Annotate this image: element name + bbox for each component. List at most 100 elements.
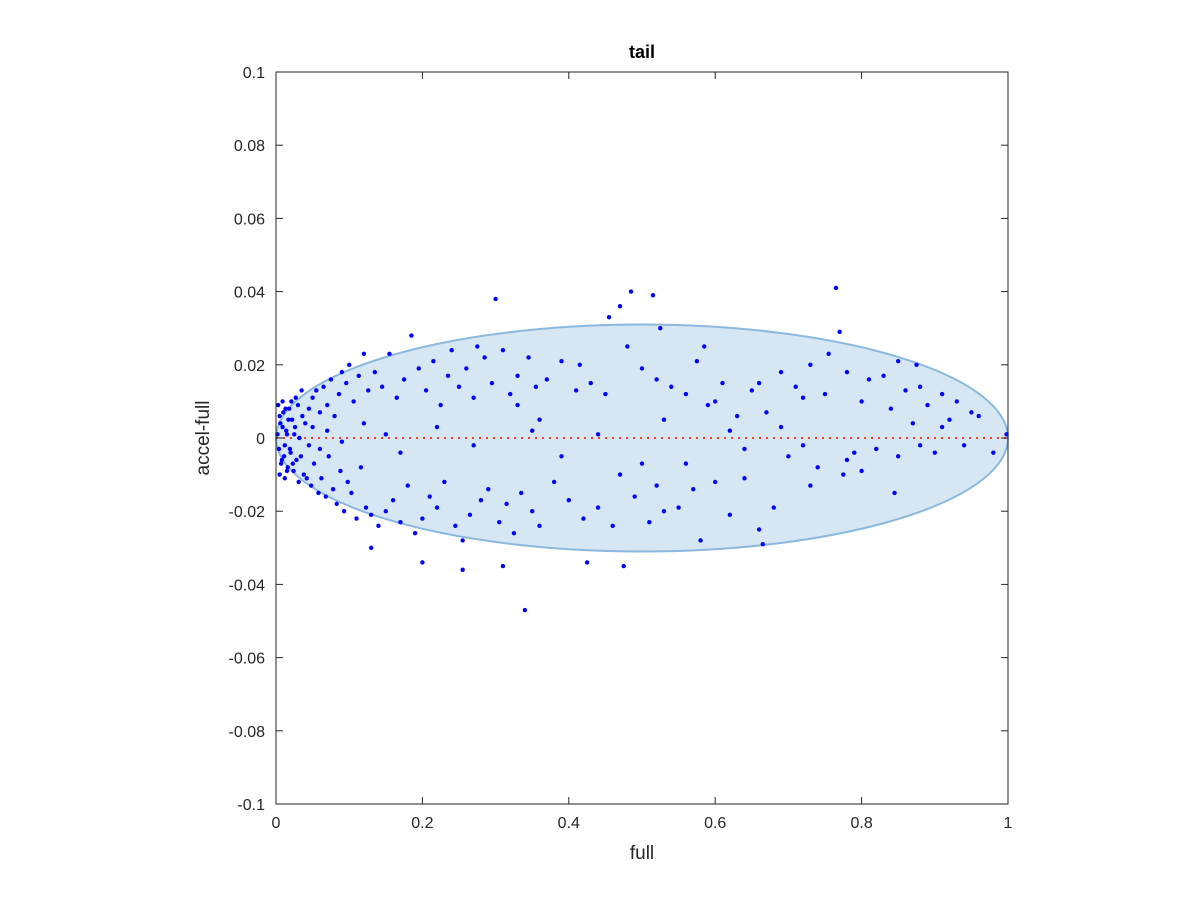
data-point: [526, 355, 531, 360]
data-point: [283, 406, 288, 411]
data-point: [800, 443, 806, 448]
data-point: [326, 454, 331, 459]
data-point: [991, 450, 996, 455]
data-point: [852, 450, 857, 455]
data-point: [778, 424, 784, 430]
data-point: [793, 384, 798, 389]
data-point: [903, 388, 908, 393]
data-point: [358, 465, 364, 470]
data-point: [844, 457, 850, 463]
data-point: [511, 530, 517, 536]
data-point: [471, 443, 476, 448]
data-point: [639, 461, 645, 466]
data-point: [551, 479, 557, 485]
data-point: [460, 538, 465, 543]
data-point: [610, 523, 615, 529]
data-point: [288, 450, 293, 455]
data-point: [947, 417, 952, 422]
y-tick-label: -0.1: [237, 797, 265, 814]
data-point: [292, 424, 298, 430]
y-tick-label: -0.08: [229, 724, 266, 741]
data-point: [896, 454, 901, 459]
data-point: [321, 384, 326, 389]
data-point: [786, 454, 791, 459]
data-point: [456, 384, 462, 389]
y-tick-label: -0.02: [229, 504, 266, 521]
data-point: [742, 446, 747, 452]
data-point: [961, 443, 967, 448]
data-point: [323, 494, 328, 499]
data-point: [349, 490, 354, 496]
data-point: [293, 395, 298, 400]
data-point: [390, 498, 396, 503]
data-point: [566, 498, 571, 503]
data-point: [289, 399, 294, 404]
data-point: [317, 446, 323, 452]
data-point: [339, 369, 345, 375]
data-point: [405, 483, 410, 488]
data-point: [281, 454, 287, 459]
data-point: [310, 395, 315, 400]
x-tick-label: 1: [1004, 815, 1013, 832]
data-point: [338, 468, 343, 474]
data-point: [932, 450, 937, 455]
data-point: [316, 490, 321, 496]
data-point: [471, 395, 476, 400]
data-point: [969, 410, 974, 415]
data-point: [661, 509, 667, 514]
data-point: [295, 402, 301, 408]
data-point: [277, 413, 282, 419]
data-point: [833, 285, 839, 291]
data-point: [412, 530, 418, 536]
data-point: [519, 490, 524, 496]
data-point: [475, 344, 480, 349]
x-tick-label: 0.8: [850, 815, 872, 832]
data-point: [328, 377, 334, 382]
data-point: [771, 505, 776, 510]
data-point: [727, 428, 733, 433]
data-point: [522, 607, 528, 613]
data-point: [427, 494, 432, 499]
data-point: [356, 373, 361, 378]
data-point: [669, 384, 674, 389]
data-point: [705, 402, 711, 408]
data-point: [859, 399, 864, 404]
data-point: [698, 538, 703, 543]
data-point: [277, 472, 282, 477]
data-point: [398, 519, 403, 525]
data-point: [584, 560, 590, 565]
data-point: [339, 439, 345, 444]
data-point: [345, 479, 350, 485]
data-point: [617, 472, 623, 477]
data-point: [676, 505, 681, 510]
data-point: [330, 487, 336, 492]
data-point: [504, 501, 509, 507]
data-point: [289, 417, 295, 422]
data-point: [366, 388, 371, 393]
data-point: [939, 391, 945, 397]
data-point: [361, 421, 367, 426]
data-point: [434, 505, 440, 510]
y-tick-label: 0.06: [234, 211, 265, 228]
y-axis-label: accel-full: [193, 401, 214, 476]
data-point: [888, 406, 894, 411]
data-point: [954, 399, 959, 404]
data-point: [416, 366, 421, 371]
data-point: [508, 391, 513, 397]
data-point: [914, 362, 919, 367]
data-point: [325, 428, 330, 433]
x-tick-label: 0.4: [558, 815, 580, 832]
data-point: [559, 454, 564, 459]
x-tick-label: 0.6: [704, 815, 726, 832]
data-point: [398, 450, 403, 455]
data-point: [713, 479, 718, 485]
data-point: [368, 545, 374, 550]
data-point: [742, 476, 747, 481]
data-point: [280, 399, 285, 404]
data-point: [808, 362, 813, 367]
data-point: [694, 358, 700, 364]
data-point: [478, 498, 484, 503]
data-point: [453, 523, 458, 529]
data-point: [306, 443, 312, 448]
